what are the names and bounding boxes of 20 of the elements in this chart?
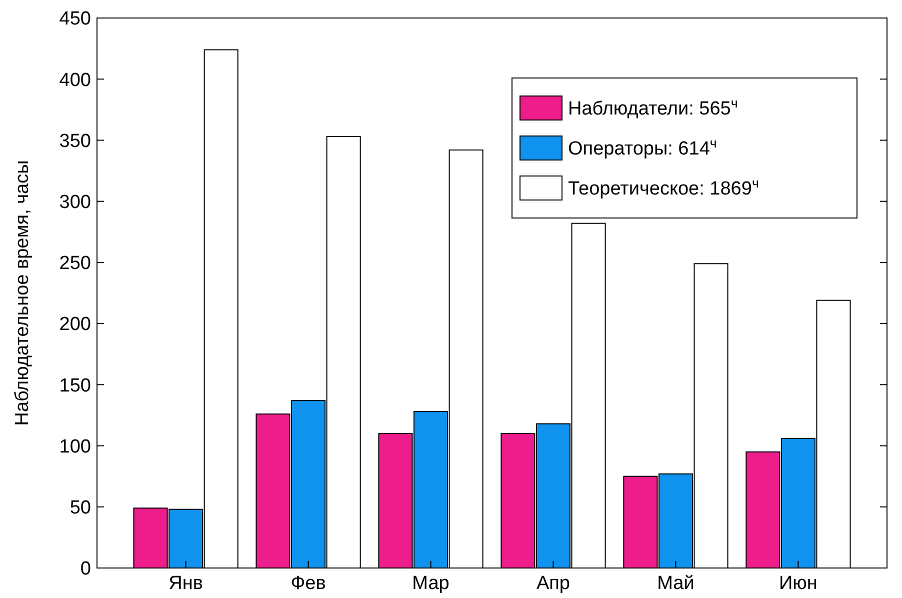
- y-tick-label: 300: [59, 192, 91, 213]
- y-tick-label: 250: [59, 253, 91, 274]
- x-tick-label: Июн: [779, 573, 818, 594]
- y-tick-label: 400: [59, 70, 91, 91]
- y-tick-label: 350: [59, 130, 91, 152]
- y-tick-label: 450: [59, 8, 91, 30]
- y-axis-title: Наблюдательное время, часы: [12, 160, 33, 426]
- x-tick-label: Янв: [168, 573, 203, 594]
- x-tick-label: Май: [657, 573, 694, 594]
- y-tick-label: 200: [59, 314, 91, 336]
- y-tick-label: 150: [59, 375, 91, 396]
- legend-label: Операторы: 614$^{ч}$: [568, 135, 717, 160]
- x-tick-label: Апр: [536, 573, 570, 594]
- legend-label: Наблюдатели: 565$^{ч}$: [568, 95, 738, 120]
- x-tick-label: Мар: [412, 573, 450, 594]
- x-tick-label: Фев: [290, 573, 326, 594]
- y-tick-label: 50: [70, 498, 91, 519]
- y-tick-label: 100: [59, 436, 91, 458]
- legend-label: Теоретическое: 1869$^{ч}$: [568, 175, 759, 200]
- y-tick-label: 0: [80, 558, 91, 580]
